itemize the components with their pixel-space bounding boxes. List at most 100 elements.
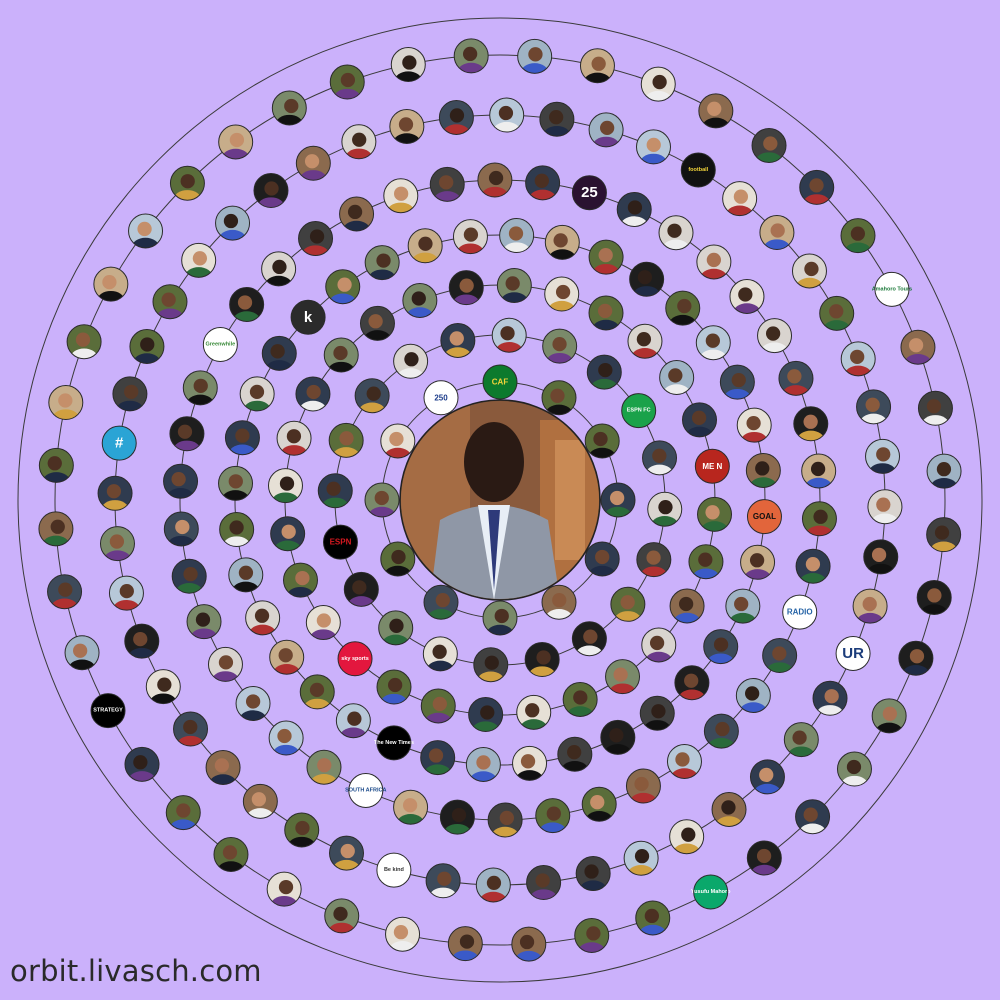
- brand-avatar[interactable]: The New Times: [374, 725, 414, 761]
- brand-avatar[interactable]: #: [101, 425, 137, 461]
- follower-avatar[interactable]: [584, 541, 620, 585]
- follower-avatar[interactable]: [616, 192, 652, 235]
- follower-avatar[interactable]: [425, 863, 461, 907]
- follower-avatar[interactable]: [793, 406, 829, 450]
- brand-avatar[interactable]: k: [290, 299, 326, 335]
- follower-avatar[interactable]: [496, 267, 532, 311]
- follower-avatar[interactable]: [746, 840, 782, 884]
- follower-avatar[interactable]: [359, 305, 395, 349]
- follower-avatar[interactable]: [588, 239, 624, 283]
- follower-avatar[interactable]: [703, 713, 739, 757]
- follower-avatar[interactable]: [544, 224, 580, 268]
- brand-avatar[interactable]: sky sports: [337, 641, 373, 677]
- brand-avatar[interactable]: ESPN: [322, 524, 358, 560]
- follower-avatar[interactable]: [93, 266, 129, 310]
- follower-avatar[interactable]: [364, 482, 400, 526]
- follower-avatar[interactable]: [840, 341, 876, 385]
- follower-avatar[interactable]: [795, 548, 831, 592]
- follower-avatar[interactable]: [378, 610, 414, 654]
- follower-avatar[interactable]: [218, 124, 254, 167]
- follower-avatar[interactable]: [145, 669, 181, 713]
- brand-avatar[interactable]: 250: [423, 380, 459, 416]
- follower-avatar[interactable]: [636, 542, 672, 586]
- follower-avatar[interactable]: [447, 926, 483, 970]
- follower-avatar[interactable]: [295, 376, 331, 420]
- follower-avatar[interactable]: [448, 270, 484, 314]
- follower-avatar[interactable]: [658, 215, 694, 259]
- follower-avatar[interactable]: [364, 245, 400, 289]
- follower-avatar[interactable]: [306, 749, 342, 793]
- follower-avatar[interactable]: [584, 423, 620, 467]
- follower-avatar[interactable]: [605, 659, 641, 703]
- follower-avatar[interactable]: [722, 181, 758, 225]
- follower-avatar[interactable]: [389, 108, 425, 151]
- follower-avatar[interactable]: [475, 867, 511, 911]
- follower-avatar[interactable]: [511, 926, 547, 970]
- brand-avatar[interactable]: STRATEGY: [90, 693, 126, 729]
- follower-avatar[interactable]: [801, 453, 837, 497]
- follower-avatar[interactable]: [213, 836, 249, 880]
- follower-avatar[interactable]: [235, 685, 271, 729]
- follower-avatar[interactable]: [571, 621, 607, 665]
- follower-avatar[interactable]: [499, 218, 535, 262]
- follower-avatar[interactable]: [270, 516, 306, 560]
- follower-avatar[interactable]: [181, 242, 217, 286]
- follower-avatar[interactable]: [735, 677, 771, 721]
- follower-avatar[interactable]: [324, 898, 360, 942]
- follower-avatar[interactable]: [452, 219, 488, 263]
- follower-avatar[interactable]: [165, 795, 201, 839]
- follower-avatar[interactable]: [674, 665, 710, 709]
- follower-avatar[interactable]: [625, 768, 661, 812]
- follower-avatar[interactable]: [900, 329, 936, 373]
- follower-avatar[interactable]: [795, 799, 831, 843]
- follower-avatar[interactable]: [239, 376, 275, 420]
- follower-avatar[interactable]: [253, 173, 289, 216]
- follower-avatar[interactable]: [623, 840, 659, 884]
- follower-avatar[interactable]: [535, 798, 571, 842]
- brand-avatar[interactable]: 25: [571, 175, 607, 211]
- follower-avatar[interactable]: [696, 244, 732, 288]
- follower-avatar[interactable]: [380, 541, 416, 585]
- brand-avatar[interactable]: ME N: [694, 448, 730, 484]
- follower-avatar[interactable]: [801, 501, 837, 545]
- follower-avatar[interactable]: [575, 856, 611, 900]
- follower-avatar[interactable]: [97, 475, 133, 519]
- follower-avatar[interactable]: [440, 322, 476, 366]
- follower-avatar[interactable]: [526, 865, 562, 909]
- follower-avatar[interactable]: [666, 743, 702, 787]
- follower-avatar[interactable]: [669, 588, 705, 632]
- brand-avatar[interactable]: ESPN FC: [621, 393, 657, 429]
- follower-avatar[interactable]: [173, 711, 209, 755]
- follower-avatar[interactable]: [719, 364, 755, 408]
- follower-avatar[interactable]: [343, 571, 379, 615]
- follower-avatar[interactable]: [295, 145, 331, 188]
- brand-avatar[interactable]: football: [680, 152, 716, 188]
- follower-avatar[interactable]: [266, 871, 302, 915]
- follower-avatar[interactable]: [420, 740, 456, 784]
- follower-avatar[interactable]: [640, 66, 676, 110]
- brand-avatar[interactable]: UR: [835, 636, 871, 672]
- follower-avatar[interactable]: [557, 736, 593, 780]
- follower-avatar[interactable]: [124, 623, 160, 667]
- follower-avatar[interactable]: [512, 745, 548, 789]
- follower-avatar[interactable]: [482, 600, 518, 644]
- follower-avatar[interactable]: [819, 295, 855, 339]
- follower-avatar[interactable]: [354, 378, 390, 422]
- follower-avatar[interactable]: [725, 588, 761, 632]
- follower-avatar[interactable]: [171, 558, 207, 602]
- follower-avatar[interactable]: [541, 380, 577, 424]
- follower-avatar[interactable]: [778, 360, 814, 404]
- follower-avatar[interactable]: [329, 64, 365, 108]
- follower-avatar[interactable]: [328, 835, 364, 879]
- follower-avatar[interactable]: [745, 452, 781, 496]
- follower-avatar[interactable]: [491, 317, 527, 361]
- follower-avatar[interactable]: [703, 629, 739, 673]
- follower-avatar[interactable]: [635, 900, 671, 944]
- follower-avatar[interactable]: [600, 482, 636, 526]
- follower-avatar[interactable]: [641, 627, 677, 671]
- follower-avatar[interactable]: [639, 695, 675, 739]
- follower-avatar[interactable]: [473, 647, 509, 691]
- follower-avatar[interactable]: [38, 447, 74, 491]
- follower-avatar[interactable]: [229, 287, 265, 331]
- follower-avatar[interactable]: [328, 422, 364, 466]
